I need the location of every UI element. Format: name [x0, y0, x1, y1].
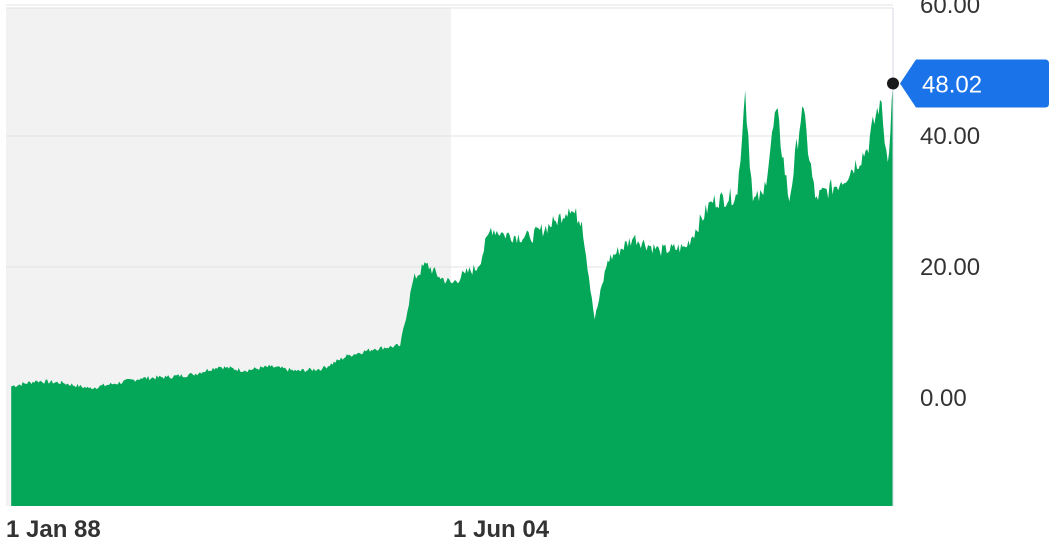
- y-tick-label: 0.00: [920, 385, 967, 412]
- last-point-marker: [887, 77, 899, 90]
- y-tick-label: 40.00: [920, 123, 980, 150]
- x-tick-label: 1 Jan 88: [6, 516, 101, 543]
- y-tick-label: 60.00: [920, 0, 980, 19]
- y-tick-label: 20.00: [920, 254, 980, 281]
- x-tick-label: 1 Jun 04: [453, 516, 550, 543]
- x-axis-ticks: 1 Jan 88 1 Jun 04: [6, 516, 550, 543]
- current-value-badge: 48.02: [900, 59, 1049, 108]
- price-area: [11, 83, 893, 506]
- current-value-label: 48.02: [922, 71, 982, 98]
- y-axis-ticks: 60.00 40.00 20.00 0.00: [920, 0, 980, 412]
- badge-background: [900, 59, 1049, 108]
